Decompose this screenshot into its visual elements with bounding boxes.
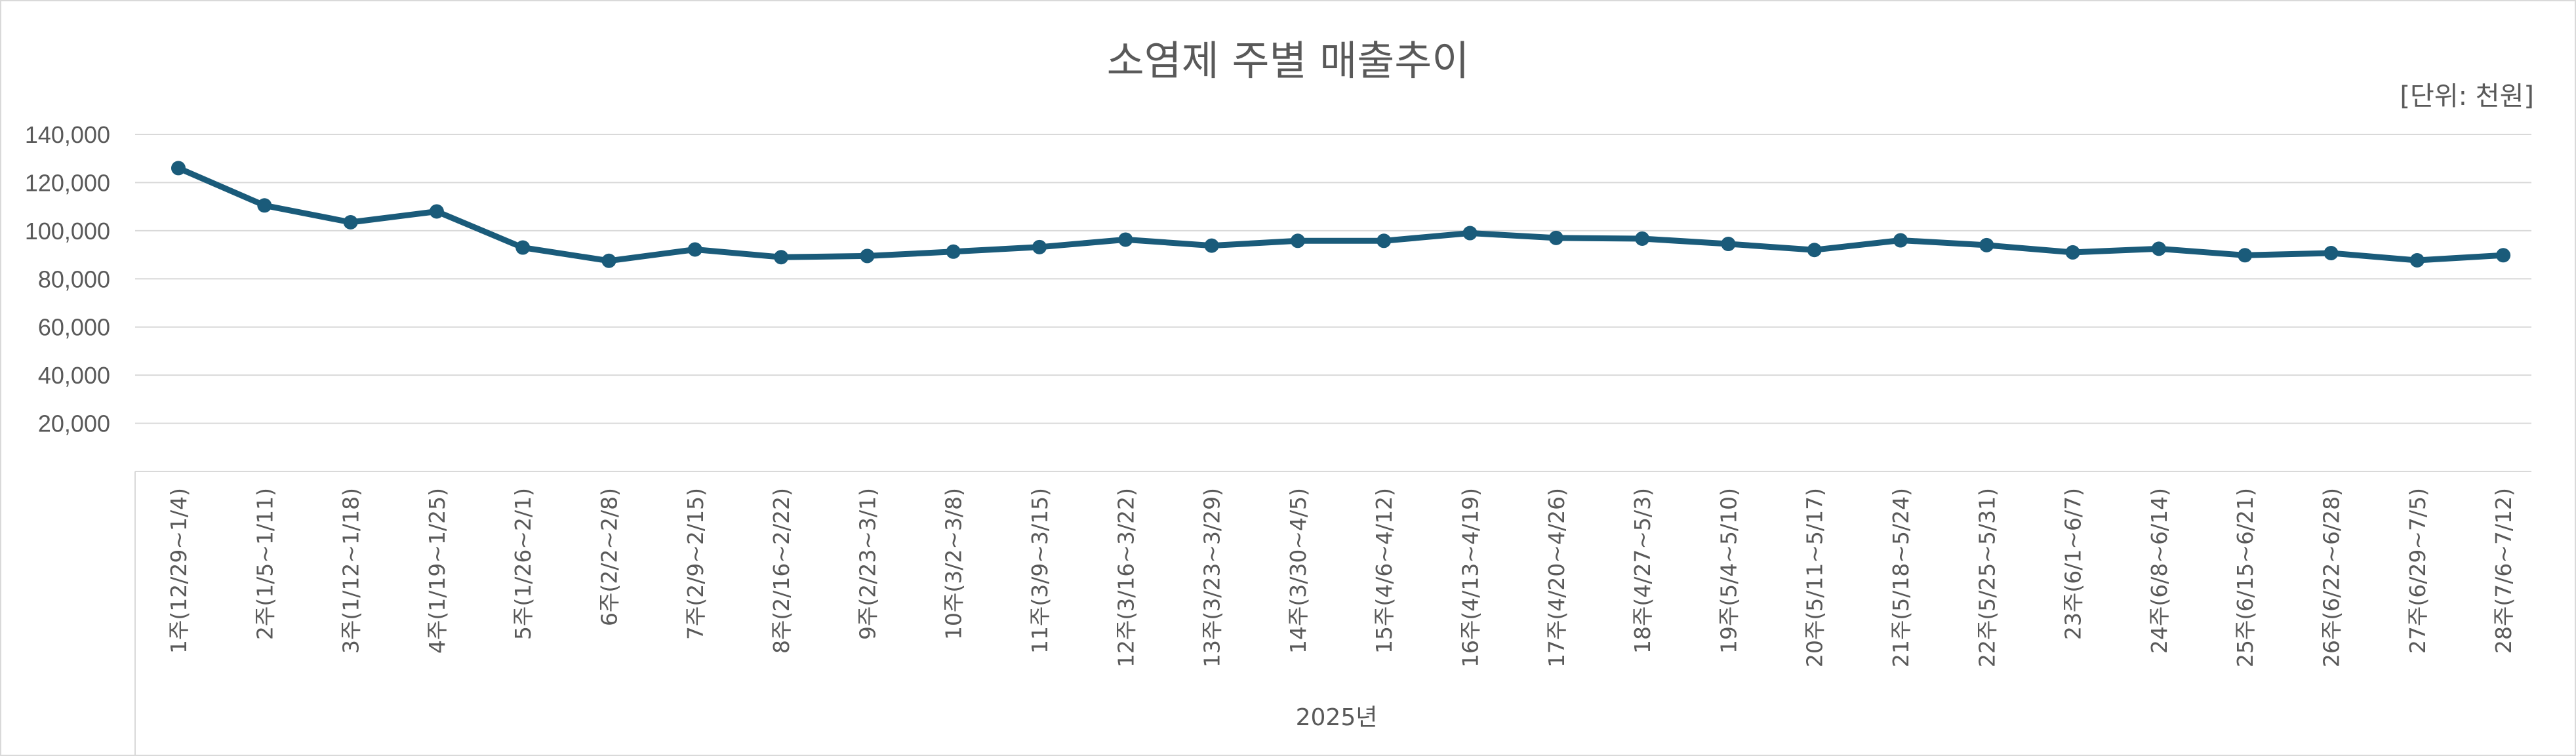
x-tick-label: 7주(2/9~2/15) bbox=[683, 488, 708, 640]
x-axis-tick-labels: 1주(12/29~1/4) 2주(1/5~1/11) 3주(1/12~1/18) 4주… bbox=[166, 488, 2516, 667]
data-point bbox=[2324, 246, 2339, 261]
x-tick-label: 12주(3/16~3/22) bbox=[1113, 488, 1138, 667]
data-point bbox=[2151, 241, 2166, 256]
data-point bbox=[1979, 237, 1994, 252]
x-tick-label: 14주(3/30~4/5) bbox=[1285, 488, 1311, 654]
x-tick-label: 25주(6/15~6/21) bbox=[2232, 488, 2258, 667]
x-tick-label: 4주(1/19~1/25) bbox=[424, 488, 450, 654]
data-point bbox=[2238, 248, 2253, 263]
y-tick-label: 140,000 bbox=[25, 121, 110, 148]
x-axis bbox=[134, 471, 2531, 755]
x-tick-label: 11주(3/9~3/15) bbox=[1027, 488, 1053, 654]
unit-note: [단위: 천원] bbox=[2400, 81, 2534, 111]
x-tick-label: 27주(6/29~7/5) bbox=[2405, 488, 2430, 654]
data-point bbox=[1635, 231, 1650, 246]
data-point bbox=[171, 161, 186, 176]
data-point bbox=[1204, 238, 1219, 253]
data-point bbox=[429, 204, 444, 219]
x-tick-label: 17주(4/20~4/26) bbox=[1544, 488, 1569, 667]
data-point bbox=[1548, 230, 1563, 245]
data-point bbox=[2409, 253, 2425, 268]
data-point bbox=[257, 198, 272, 213]
y-tick-label: 60,000 bbox=[38, 314, 110, 341]
gridlines bbox=[135, 134, 2531, 424]
x-tick-label: 15주(4/6~4/12) bbox=[1371, 488, 1397, 654]
x-tick-label: 23주(6/1~6/7) bbox=[2061, 488, 2086, 640]
x-tick-label: 6주(2/2~2/8) bbox=[597, 488, 622, 626]
data-point bbox=[1032, 239, 1047, 254]
x-tick-label: 3주(1/12~1/18) bbox=[338, 488, 364, 654]
x-tick-label: 8주(2/16~2/22) bbox=[769, 488, 794, 654]
y-tick-label: 40,000 bbox=[38, 362, 110, 389]
data-point bbox=[1377, 233, 1392, 249]
series-line bbox=[175, 165, 2506, 264]
x-tick-label: 28주(7/6~7/12) bbox=[2491, 488, 2516, 654]
data-point bbox=[774, 250, 789, 265]
y-tick-label: 100,000 bbox=[25, 218, 110, 245]
x-tick-label: 21주(5/18~5/24) bbox=[1888, 488, 1914, 667]
x-axis-group-label: 2025년 bbox=[1296, 704, 1378, 731]
data-point bbox=[601, 253, 616, 268]
chart-title: 소염제 주별 매출추이 bbox=[1107, 37, 1470, 85]
x-tick-label: 2주(1/5~1/11) bbox=[252, 488, 277, 640]
x-tick-label: 1주(12/29~1/4) bbox=[166, 488, 191, 654]
data-point bbox=[946, 244, 961, 259]
data-point bbox=[343, 215, 358, 230]
x-tick-label: 10주(3/2~3/8) bbox=[941, 488, 967, 640]
data-point bbox=[1290, 233, 1305, 249]
data-point bbox=[1118, 232, 1133, 247]
data-point bbox=[1807, 243, 1822, 258]
data-point bbox=[687, 242, 702, 257]
x-tick-label: 19주(5/4~5/10) bbox=[1716, 488, 1741, 654]
y-tick-label: 20,000 bbox=[38, 410, 110, 437]
x-tick-label: 9주(2/23~3/1) bbox=[855, 488, 880, 640]
x-tick-label: 20주(5/11~5/17) bbox=[1802, 488, 1828, 667]
y-tick-label: 80,000 bbox=[38, 266, 110, 292]
x-tick-label: 18주(4/27~5/3) bbox=[1630, 488, 1655, 654]
x-tick-label: 5주(1/26~2/1) bbox=[510, 488, 536, 640]
data-point bbox=[515, 240, 531, 255]
y-tick-label: 120,000 bbox=[25, 169, 110, 196]
data-point bbox=[1893, 233, 1908, 248]
x-tick-label: 22주(5/25~5/31) bbox=[1974, 488, 2000, 667]
series-line-group bbox=[175, 165, 2506, 264]
data-point bbox=[1462, 226, 1478, 241]
x-tick-label: 24주(6/8~6/14) bbox=[2146, 488, 2172, 654]
data-point bbox=[2065, 245, 2080, 260]
data-point bbox=[1721, 237, 1736, 252]
data-point bbox=[860, 249, 875, 264]
y-axis-tick-labels: 140,000 120,000 100,000 80,000 60,000 40,000 2… bbox=[25, 121, 110, 437]
data-points bbox=[171, 161, 2511, 268]
x-tick-label: 16주(4/13~4/19) bbox=[1458, 488, 1483, 667]
x-tick-label: 26주(6/22~6/28) bbox=[2319, 488, 2345, 667]
data-point bbox=[2496, 248, 2511, 263]
x-tick-label: 13주(3/23~3/29) bbox=[1199, 488, 1225, 667]
